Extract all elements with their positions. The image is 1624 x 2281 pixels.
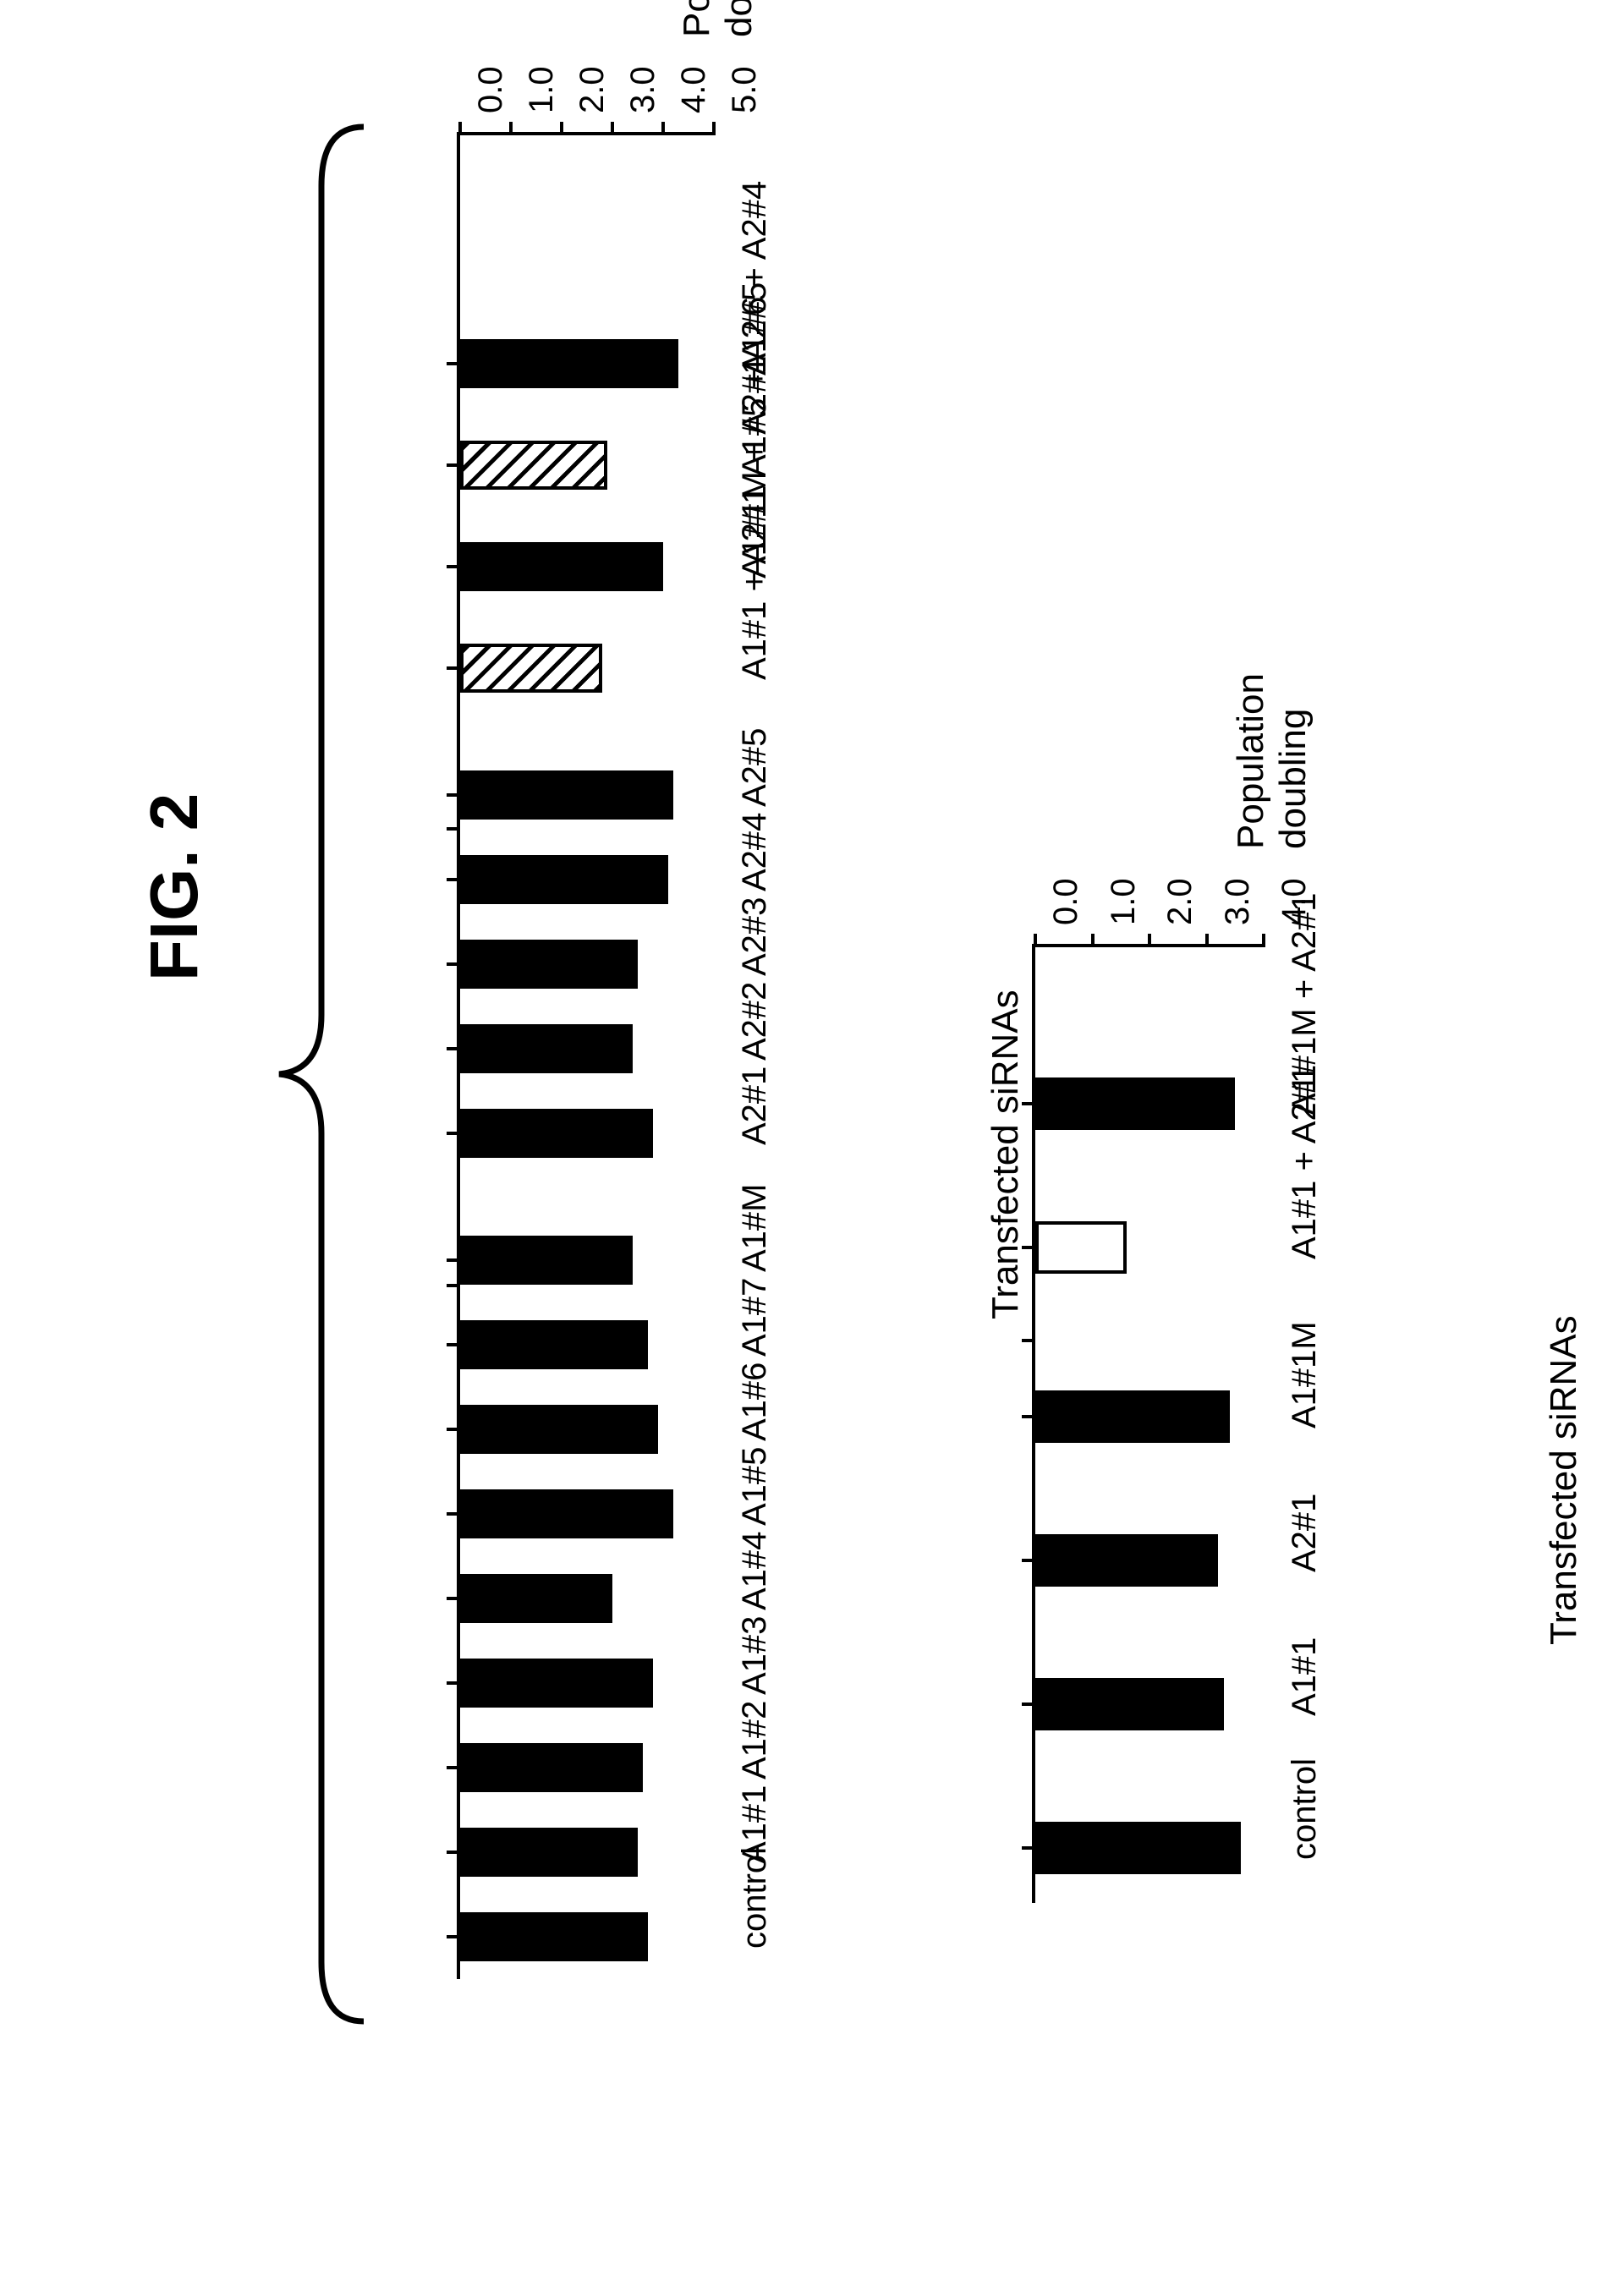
bar <box>460 1236 633 1285</box>
panel-b: 0.01.02.03.04.0Population doublingcontro… <box>1032 947 1506 1962</box>
panel-a-plot: 0.01.02.03.04.05.0Population doublingcon… <box>457 135 714 1979</box>
bar <box>460 1405 658 1454</box>
x-tick <box>447 565 460 568</box>
category-label: A1#1M + A2#1 <box>1286 892 1324 1116</box>
x-tick <box>447 827 460 831</box>
bar <box>1035 1822 1241 1874</box>
category-label: A1#2 <box>736 1701 774 1779</box>
x-tick <box>447 1258 460 1262</box>
y-axis-label: Population doubling <box>676 0 760 37</box>
category-label: A1#3 <box>736 1616 774 1695</box>
category-label: A2#1 <box>1286 1494 1324 1572</box>
x-tick <box>447 1343 460 1346</box>
bar <box>1035 1390 1230 1443</box>
figure-brace <box>271 118 372 2030</box>
bar <box>460 770 673 820</box>
y-axis-line <box>1032 944 1264 947</box>
bar <box>460 1024 633 1073</box>
bar <box>460 542 663 591</box>
y-axis-label: Population doubling <box>1230 673 1314 849</box>
x-tick <box>1022 1339 1035 1342</box>
category-label: A2#2 <box>736 982 774 1061</box>
figure-title: FIG. 2 <box>135 793 213 981</box>
x-tick <box>447 1512 460 1516</box>
x-tick <box>1022 1102 1035 1105</box>
bar <box>460 940 638 989</box>
y-axis-line <box>457 132 714 135</box>
bar <box>460 1743 643 1792</box>
x-tick <box>447 793 460 797</box>
bar <box>460 1912 648 1961</box>
bar <box>1035 1221 1127 1274</box>
x-tick <box>447 362 460 365</box>
category-label: A1#6 <box>736 1363 774 1441</box>
category-label: A1#1 <box>1286 1637 1324 1716</box>
x-tick <box>447 1766 460 1769</box>
category-label: A1#4 <box>736 1532 774 1610</box>
category-label: A1#6 + A2#4 <box>736 181 774 376</box>
x-tick <box>447 1597 460 1600</box>
x-tick <box>1022 1559 1035 1562</box>
category-label: A1#7 <box>736 1278 774 1357</box>
category-label: A2#1 <box>736 1066 774 1145</box>
bar <box>1035 1077 1235 1130</box>
category-label: A2#4 <box>736 813 774 891</box>
x-tick <box>447 878 460 881</box>
panel-b-plot: 0.01.02.03.04.0Population doublingcontro… <box>1032 947 1264 1903</box>
bar <box>460 441 607 490</box>
bar <box>460 1574 612 1623</box>
panel-a: 0.01.02.03.04.05.0Population doublingcon… <box>457 135 964 2047</box>
x-tick <box>447 1428 460 1431</box>
x-tick <box>447 1935 460 1938</box>
x-tick <box>1022 1415 1035 1418</box>
bar <box>460 1320 648 1369</box>
bar <box>460 644 602 693</box>
category-label: A1#1M <box>1286 1321 1324 1428</box>
x-tick <box>447 1047 460 1050</box>
x-tick <box>447 666 460 670</box>
bar <box>460 855 668 904</box>
x-axis-label: Transfected siRNAs <box>985 990 1027 1319</box>
bar <box>1035 1678 1224 1730</box>
bar <box>460 1659 653 1708</box>
bar <box>460 1828 638 1877</box>
x-tick <box>447 1284 460 1287</box>
x-tick <box>447 1681 460 1685</box>
bar <box>460 1109 653 1158</box>
category-label: A2#5 <box>736 728 774 807</box>
bar <box>460 1489 673 1538</box>
x-tick <box>447 463 460 467</box>
figure-title-text: FIG. 2 <box>136 793 211 981</box>
x-tick <box>447 1851 460 1854</box>
x-tick <box>1022 1246 1035 1249</box>
category-label: A1#M <box>736 1184 774 1273</box>
x-tick <box>1022 1846 1035 1850</box>
x-tick <box>1022 1703 1035 1706</box>
x-axis-label: Transfected siRNAs <box>1543 1315 1585 1645</box>
bar <box>460 339 678 388</box>
category-label: A1#5 <box>736 1447 774 1526</box>
category-label: control <box>1286 1758 1324 1860</box>
bar <box>1035 1534 1218 1587</box>
x-tick <box>447 962 460 966</box>
category-label: A2#3 <box>736 897 774 976</box>
category-label: A1#1 <box>736 1785 774 1864</box>
x-tick <box>447 1132 460 1135</box>
